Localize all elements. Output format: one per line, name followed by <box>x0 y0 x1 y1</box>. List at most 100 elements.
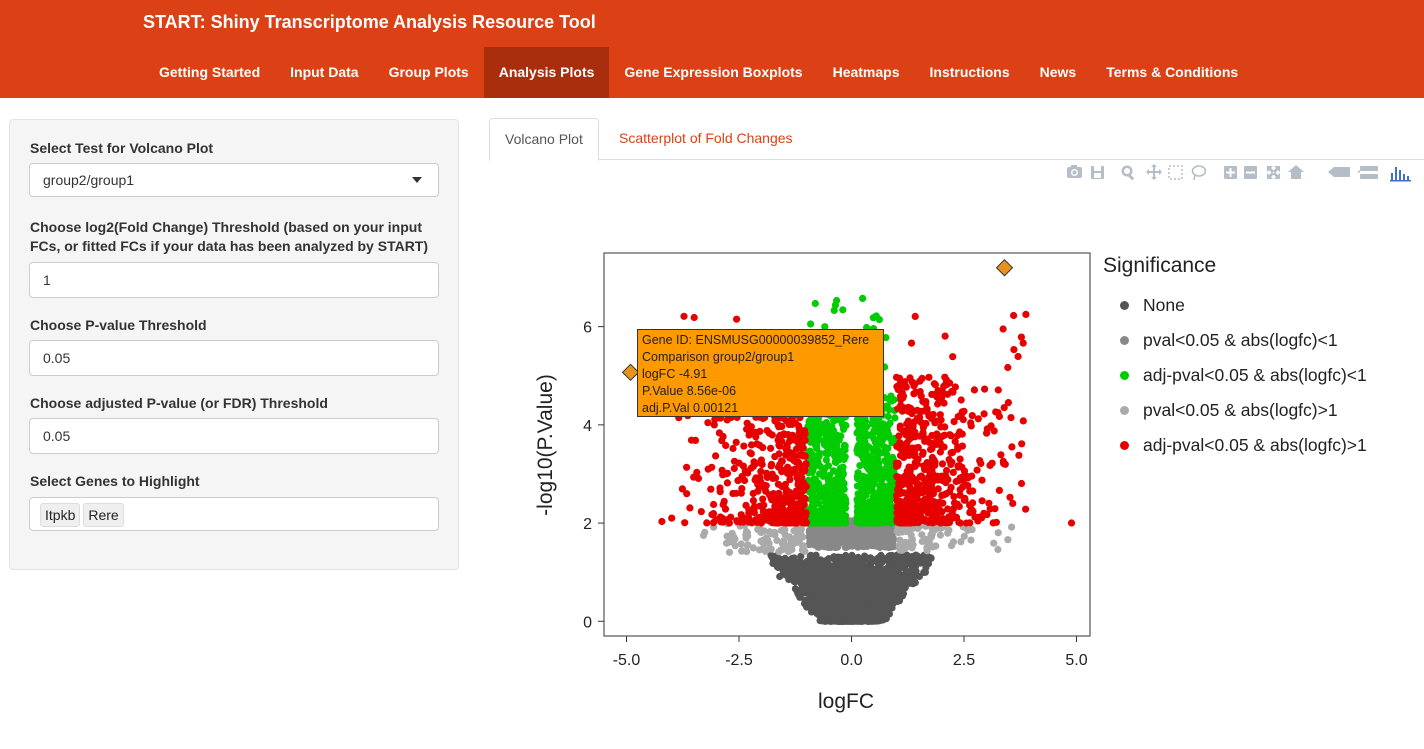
lasso-icon[interactable] <box>1191 165 1207 181</box>
data-point <box>815 583 823 591</box>
data-point <box>809 519 817 527</box>
data-point <box>858 430 867 438</box>
data-point <box>791 585 800 593</box>
data-point <box>775 436 784 444</box>
data-point <box>718 437 726 445</box>
data-point <box>826 609 835 618</box>
data-point <box>808 509 816 517</box>
gene-chip-rere[interactable]: Rere <box>83 503 124 527</box>
data-point <box>854 537 862 545</box>
box-select-icon[interactable] <box>1168 165 1183 180</box>
data-point <box>855 616 863 624</box>
data-point <box>946 488 954 496</box>
legend-item-adjp-small-fc[interactable]: adj-pval<0.05 & abs(logfc)<1 <box>1103 358 1367 393</box>
highlight-marker-itpkb[interactable] <box>995 259 1014 277</box>
data-point <box>874 601 882 609</box>
data-point <box>733 517 741 525</box>
adjp-threshold-input[interactable]: 0.05 <box>29 418 439 454</box>
data-point <box>801 568 810 577</box>
data-point <box>870 514 878 522</box>
test-select[interactable]: group2/group1 <box>29 163 439 197</box>
nav-news[interactable]: News <box>1039 64 1077 80</box>
data-point <box>820 471 828 480</box>
data-point <box>806 598 814 606</box>
data-point <box>838 420 847 428</box>
data-point <box>761 512 770 520</box>
data-point <box>892 561 900 569</box>
data-point <box>859 478 867 486</box>
genes-highlight-input[interactable]: Itpkb Rere <box>29 497 439 531</box>
data-point <box>786 433 794 441</box>
save-icon[interactable] <box>1091 166 1104 179</box>
nav-group-plots[interactable]: Group Plots <box>388 64 469 80</box>
plotly-logo-icon[interactable] <box>1390 167 1411 182</box>
data-point <box>847 614 855 622</box>
data-point <box>837 614 845 622</box>
data-point <box>887 573 895 581</box>
data-point <box>816 592 824 600</box>
data-point <box>886 534 895 542</box>
data-point <box>932 417 940 425</box>
nav-input-data[interactable]: Input Data <box>290 64 359 80</box>
data-point <box>823 429 831 437</box>
data-point <box>805 469 813 477</box>
data-point <box>861 616 869 624</box>
plot-modebar <box>1064 163 1420 183</box>
data-point <box>871 585 880 593</box>
data-point <box>822 616 830 624</box>
nav-gene-expression-boxplots[interactable]: Gene Expression Boxplots <box>624 64 803 80</box>
data-point <box>867 483 875 492</box>
data-point <box>865 616 873 624</box>
pan-icon[interactable] <box>1146 164 1162 180</box>
zoom-icon[interactable] <box>1121 165 1135 181</box>
data-point <box>892 459 901 467</box>
tab-scatterplot-fold-changes[interactable]: Scatterplot of Fold Changes <box>619 130 793 146</box>
data-point <box>903 507 912 515</box>
data-point <box>881 602 889 610</box>
data-point <box>914 510 922 518</box>
nav-instructions[interactable]: Instructions <box>929 64 1010 80</box>
hover-closest-icon[interactable] <box>1328 167 1350 177</box>
data-point <box>949 514 957 522</box>
data-point <box>947 432 955 440</box>
data-point <box>831 452 839 460</box>
gene-chip-itpkb[interactable]: Itpkb <box>40 503 81 527</box>
data-point <box>710 523 718 531</box>
data-point <box>879 610 887 618</box>
data-point <box>828 611 836 619</box>
zoom-in-icon[interactable] <box>1224 166 1237 179</box>
nav-heatmaps[interactable]: Heatmaps <box>832 64 900 80</box>
data-point <box>898 528 906 536</box>
hover-compare-icon[interactable] <box>1357 166 1378 179</box>
reset-axes-icon[interactable] <box>1288 165 1304 179</box>
legend-item-none[interactable]: None <box>1103 288 1367 323</box>
legend-item-pval-small-fc[interactable]: pval<0.05 & abs(logfc)<1 <box>1103 323 1367 358</box>
data-point <box>835 539 844 547</box>
data-point <box>796 593 804 601</box>
data-point <box>795 570 804 578</box>
data-point <box>934 394 942 402</box>
pval-threshold-input[interactable]: 0.05 <box>29 340 439 376</box>
data-point <box>930 380 939 388</box>
fc-threshold-input[interactable]: 1 <box>29 262 439 298</box>
legend-item-adjp-large-fc[interactable]: adj-pval<0.05 & abs(logfc)>1 <box>1103 428 1367 463</box>
data-point <box>821 615 830 623</box>
data-point <box>954 445 962 453</box>
nav-analysis-plots[interactable]: Analysis Plots <box>483 47 610 98</box>
legend-item-pval-large-fc[interactable]: pval<0.05 & abs(logfc)>1 <box>1103 393 1367 428</box>
zoom-out-icon[interactable] <box>1244 166 1257 179</box>
nav-getting-started[interactable]: Getting Started <box>159 64 261 80</box>
data-point <box>789 518 797 526</box>
nav-terms-conditions[interactable]: Terms & Conditions <box>1106 64 1239 80</box>
data-point <box>741 467 749 475</box>
data-point <box>870 498 878 506</box>
data-point <box>831 613 840 621</box>
camera-icon[interactable] <box>1067 165 1082 178</box>
autoscale-icon[interactable] <box>1267 166 1280 179</box>
data-point <box>807 561 815 569</box>
data-point <box>859 604 867 612</box>
data-point <box>955 518 963 526</box>
data-point <box>844 580 852 589</box>
tab-volcano-plot[interactable]: Volcano Plot <box>489 118 599 161</box>
data-point <box>821 605 829 613</box>
